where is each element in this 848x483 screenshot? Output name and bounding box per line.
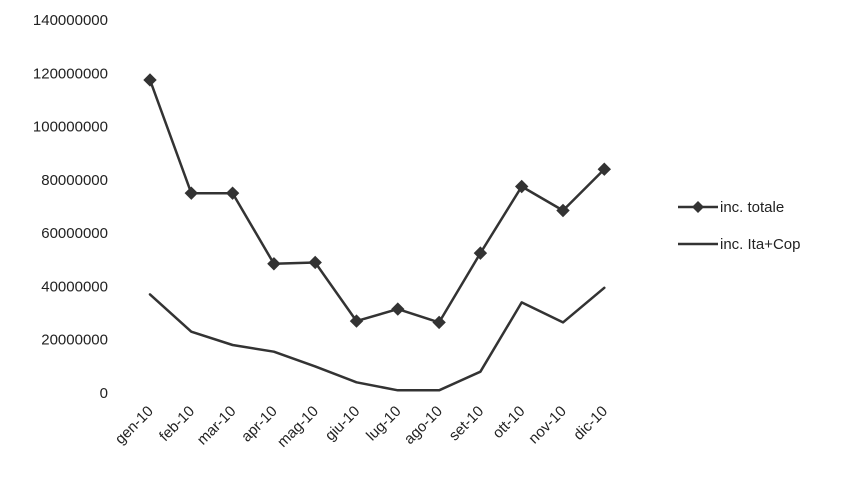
y-tick-label: 0 (100, 385, 108, 402)
data-point-marker (432, 315, 446, 330)
x-tick-label: mag-10 (274, 403, 322, 451)
y-axis: 0 20000000 40000000 60000000 80000000 1000000… (33, 12, 108, 402)
y-tick-label: 100000000 (33, 119, 108, 136)
y-tick-label: 40000000 (41, 278, 108, 295)
y-tick-label: 60000000 (41, 225, 108, 242)
x-tick-label: lug-10 (363, 403, 405, 445)
y-tick-label: 80000000 (41, 172, 108, 189)
data-point-marker (556, 203, 570, 218)
x-tick-label: nov-10 (525, 403, 569, 447)
data-point-marker (349, 314, 364, 328)
x-tick-label: mar-10 (194, 403, 240, 449)
x-tick-label: dic-10 (570, 403, 611, 444)
y-tick-label: 20000000 (41, 332, 108, 349)
data-point-marker (597, 162, 612, 176)
data-point-marker (267, 257, 281, 271)
data-point-marker (225, 186, 240, 200)
data-point-marker (514, 179, 529, 194)
legend-diamond-icon (692, 201, 704, 213)
series-line-1 (148, 78, 606, 324)
x-tick-label: giu-10 (322, 403, 364, 445)
data-point-marker (184, 186, 199, 200)
data-point-marker (391, 302, 405, 316)
x-tick-label: ott-10 (489, 403, 528, 442)
data-point-marker (143, 73, 157, 87)
series-line-2 (148, 286, 606, 392)
x-tick-label: feb-10 (156, 403, 198, 445)
x-tick-label: ago-10 (401, 403, 446, 448)
legend-label: inc. Ita+Cop (720, 236, 800, 253)
legend: inc. totale inc. Ita+Cop (678, 199, 800, 253)
x-tick-label: set-10 (446, 403, 488, 445)
series-layer (143, 73, 612, 392)
legend-label: inc. totale (720, 199, 784, 216)
y-tick-label: 120000000 (33, 65, 108, 82)
data-point-marker (308, 255, 322, 270)
data-point-marker (473, 246, 488, 260)
x-tick-label: gen-10 (112, 403, 157, 448)
y-tick-label: 140000000 (33, 12, 108, 29)
